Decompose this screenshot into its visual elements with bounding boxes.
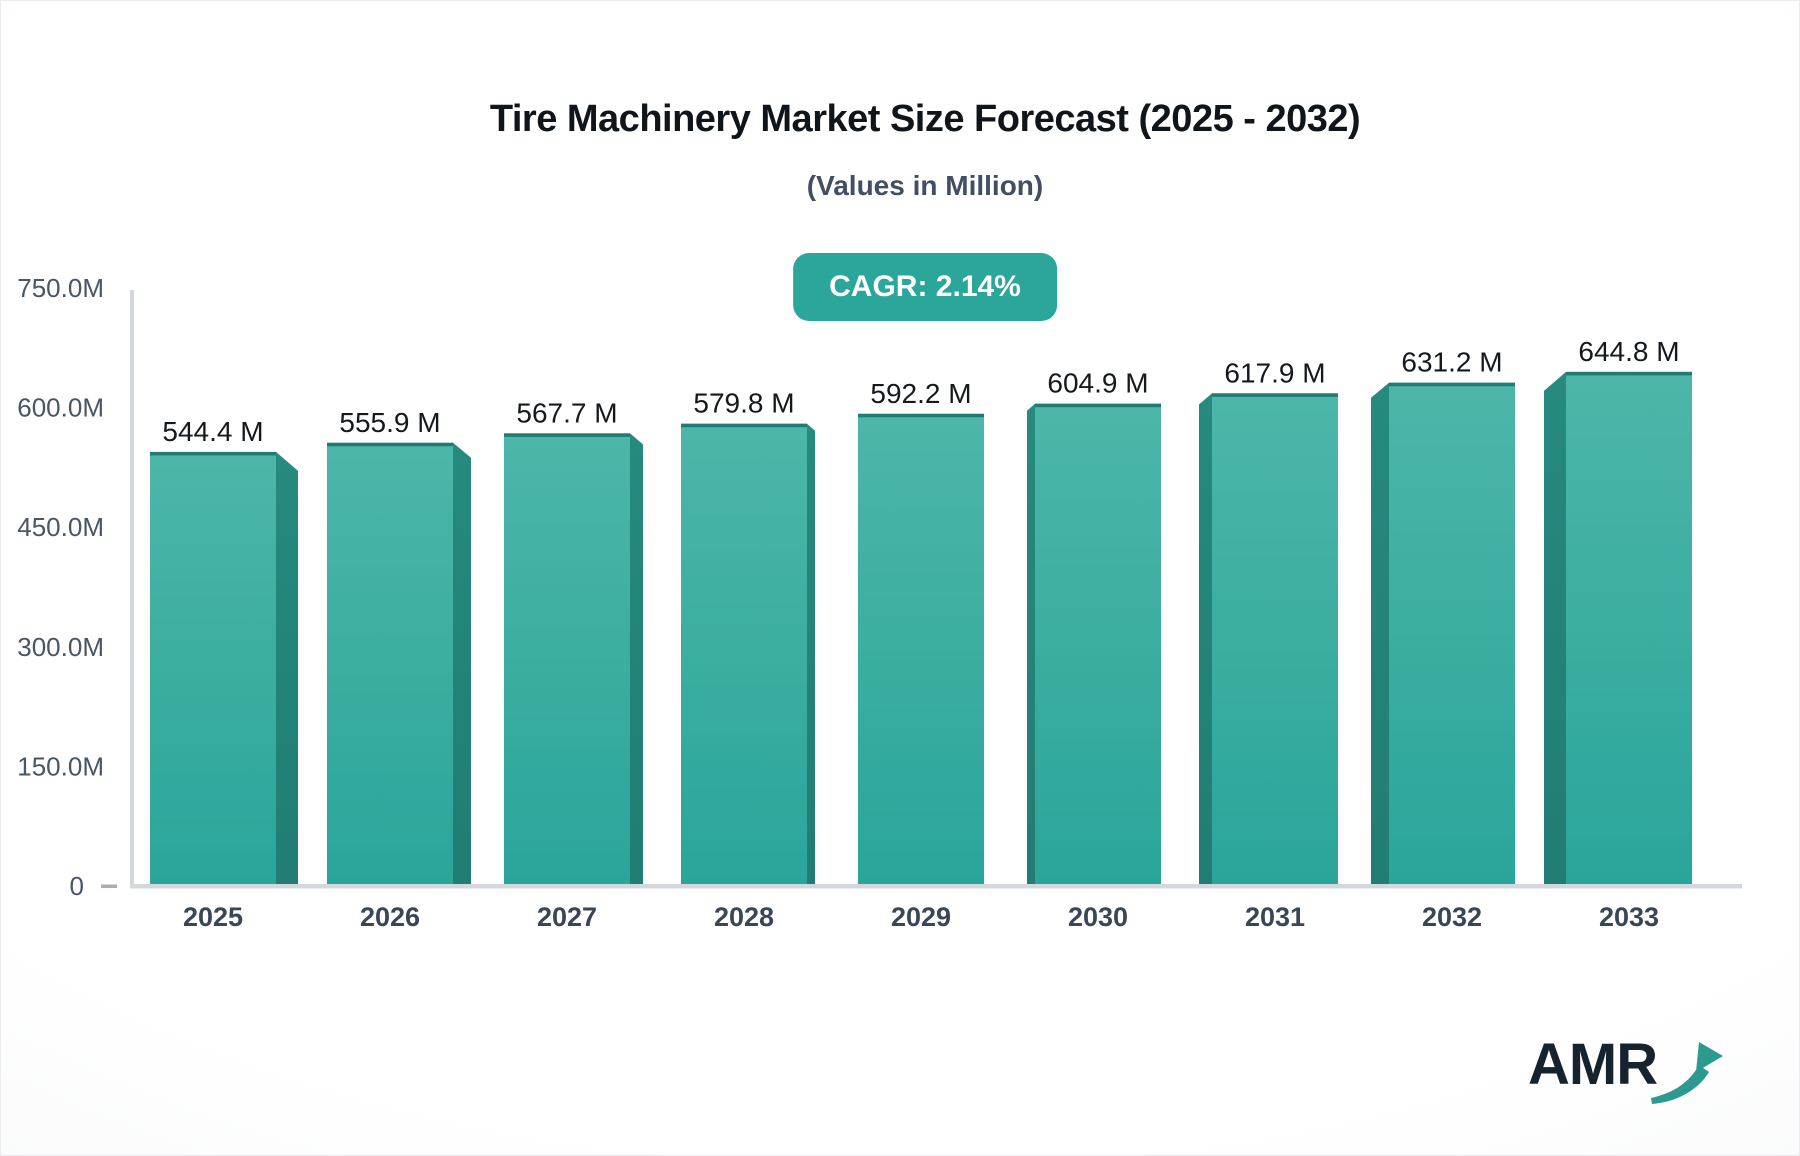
x-axis-label: 2028 [714, 902, 774, 932]
bar-front-face [1035, 403, 1161, 886]
bar-value-label: 579.8 M [693, 388, 794, 419]
bar-front-face [504, 433, 630, 886]
x-axis-label: 2031 [1245, 902, 1305, 932]
bar-2026[interactable] [327, 442, 471, 886]
bar-side-face [1371, 382, 1389, 886]
bar-side-face [630, 433, 643, 886]
bar-front-face [858, 413, 984, 886]
bar-2029[interactable] [858, 413, 984, 886]
bar-value-label: 644.8 M [1578, 336, 1679, 367]
bar-value-label: 617.9 M [1224, 357, 1325, 388]
bar-value-label: 604.9 M [1047, 368, 1148, 399]
y-axis-label: 300.0M [17, 632, 104, 662]
cagr-badge: CAGR: 2.14% [793, 253, 1057, 321]
x-axis-label: 2033 [1599, 902, 1659, 932]
x-axis-label: 2026 [360, 902, 420, 932]
bar-side-face [1544, 371, 1566, 886]
bar-2028[interactable] [681, 423, 815, 886]
x-axis-label: 2032 [1422, 902, 1482, 932]
growth-arrow-icon [1651, 1042, 1724, 1104]
bar-front-face [681, 423, 807, 886]
bar-top-rim [327, 442, 453, 447]
y-axis-label: 600.0M [17, 393, 104, 423]
y-axis-label: 0 [70, 871, 84, 901]
bar-front-face [1566, 371, 1692, 886]
bar-value-label: 631.2 M [1401, 347, 1502, 378]
bar-value-label: 592.2 M [870, 378, 971, 409]
bar-side-face [276, 451, 298, 886]
bar-top-rim [1389, 382, 1515, 387]
bar-value-label: 567.7 M [516, 397, 617, 428]
bar-top-rim [681, 423, 807, 428]
bar-front-face [1389, 382, 1515, 886]
x-axis-label: 2027 [537, 902, 597, 932]
bar-side-face [453, 442, 471, 886]
bar-front-face [150, 451, 276, 886]
bar-side-face [1199, 393, 1212, 886]
chart-subtitle: (Values in Million) [806, 170, 1044, 201]
bar-2033[interactable] [1544, 371, 1692, 886]
bar-top-rim [1035, 403, 1161, 408]
bar-value-label: 544.4 M [162, 416, 263, 447]
bar-front-face [1212, 393, 1338, 886]
y-axis-label: 450.0M [17, 512, 104, 542]
bar-2025[interactable] [150, 451, 298, 886]
amr-logo-text: AMR [1528, 1032, 1658, 1097]
bar-top-rim [1212, 393, 1338, 397]
bar-2031[interactable] [1199, 393, 1338, 886]
bar-2030[interactable] [1027, 403, 1161, 886]
x-axis-label: 2025 [183, 902, 243, 932]
bar-top-rim [1566, 371, 1692, 376]
bar-2032[interactable] [1371, 382, 1515, 886]
y-axis-label: 150.0M [17, 751, 104, 781]
bar-front-face [327, 442, 453, 886]
x-axis-line [130, 884, 1742, 889]
bar-side-face [807, 423, 815, 886]
bar-side-face [1027, 403, 1035, 886]
x-axis-label: 2030 [1068, 902, 1128, 932]
bar-top-rim [504, 433, 630, 437]
bar-top-rim [150, 451, 276, 456]
amr-logo: AMR [1528, 1032, 1724, 1106]
y-axis-label: 750.0M [17, 273, 104, 303]
bar-top-rim [858, 413, 984, 418]
bar-2027[interactable] [504, 433, 643, 886]
chart-title: Tire Machinery Market Size Forecast (202… [489, 98, 1361, 140]
zero-tick-dash [101, 884, 117, 888]
y-axis-line [130, 290, 134, 886]
x-axis-label: 2029 [891, 902, 951, 932]
bar-value-label: 555.9 M [339, 407, 440, 438]
